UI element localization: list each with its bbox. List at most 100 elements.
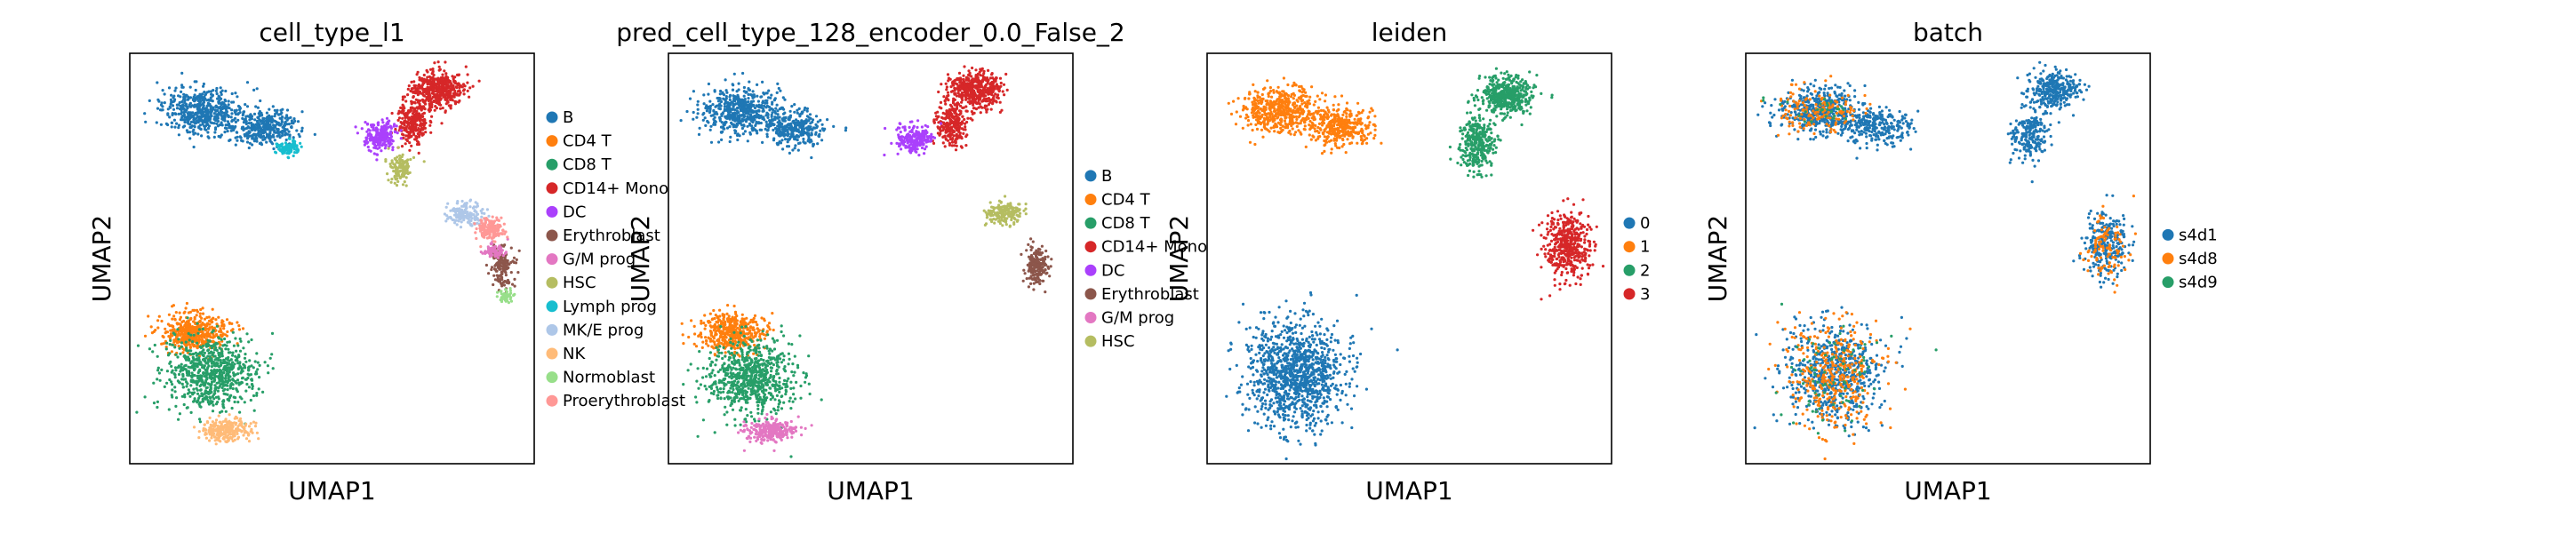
data-point xyxy=(748,88,752,91)
data-point xyxy=(182,107,186,110)
data-point xyxy=(409,131,412,134)
data-point xyxy=(742,115,746,119)
data-point xyxy=(224,111,228,115)
data-point xyxy=(811,118,815,122)
data-point xyxy=(403,169,406,173)
data-point xyxy=(166,113,170,116)
data-point xyxy=(406,110,410,114)
data-point xyxy=(381,142,385,146)
data-point xyxy=(428,97,432,100)
data-point xyxy=(174,337,178,340)
data-point xyxy=(376,143,380,147)
data-point xyxy=(380,131,384,135)
data-point xyxy=(216,124,220,128)
data-point xyxy=(403,120,406,123)
data-point xyxy=(226,330,229,334)
data-point xyxy=(401,169,404,172)
data-point xyxy=(724,89,728,92)
data-point xyxy=(161,89,164,92)
data-point xyxy=(729,135,732,139)
legend-label: CD4 T xyxy=(563,132,612,151)
data-point xyxy=(175,107,180,110)
data-point xyxy=(728,139,732,144)
data-point xyxy=(247,130,251,133)
data-point xyxy=(226,362,229,365)
data-point xyxy=(221,370,225,374)
data-point xyxy=(220,426,223,429)
series-11 xyxy=(495,287,516,305)
data-point xyxy=(424,80,428,84)
data-point xyxy=(287,156,291,160)
data-point xyxy=(512,256,516,259)
data-point xyxy=(268,131,272,135)
data-point xyxy=(412,84,416,87)
data-point xyxy=(468,95,471,99)
data-point xyxy=(243,401,246,404)
data-point xyxy=(212,397,216,401)
data-point xyxy=(148,99,151,102)
data-point xyxy=(462,88,467,91)
data-point xyxy=(200,352,204,355)
data-point xyxy=(435,83,438,86)
data-point xyxy=(248,359,252,362)
data-point xyxy=(415,73,419,76)
legend-marker xyxy=(546,158,558,171)
data-point xyxy=(189,111,193,115)
data-point xyxy=(709,140,714,144)
data-point xyxy=(292,154,295,158)
data-point xyxy=(408,148,412,152)
data-point xyxy=(696,112,700,115)
data-point xyxy=(792,119,796,123)
data-point xyxy=(250,427,253,431)
data-point xyxy=(202,366,205,370)
data-point xyxy=(232,100,236,104)
data-point xyxy=(391,166,395,170)
data-point xyxy=(221,332,225,336)
data-point xyxy=(229,329,234,332)
legend-marker xyxy=(546,135,558,147)
data-point xyxy=(202,107,205,110)
data-point xyxy=(421,80,425,84)
data-point xyxy=(422,123,426,127)
data-point xyxy=(461,216,465,219)
data-point xyxy=(191,130,195,133)
data-point xyxy=(234,415,237,418)
data-point xyxy=(778,123,781,127)
data-point xyxy=(747,116,750,120)
data-point xyxy=(199,346,203,349)
data-point xyxy=(500,216,503,219)
data-point xyxy=(251,135,254,139)
data-point xyxy=(193,317,196,321)
data-point xyxy=(220,335,224,338)
data-point xyxy=(226,434,230,437)
data-point xyxy=(208,383,212,386)
data-point xyxy=(455,223,459,227)
data-point xyxy=(782,132,786,136)
data-point xyxy=(281,142,284,146)
data-point xyxy=(201,397,204,402)
data-point xyxy=(516,271,520,274)
data-point xyxy=(496,276,500,280)
data-point xyxy=(169,102,172,106)
data-point xyxy=(506,235,509,239)
data-point xyxy=(367,128,371,131)
data-point xyxy=(783,111,787,115)
data-point xyxy=(468,205,472,209)
data-point xyxy=(719,89,723,93)
data-point xyxy=(288,137,292,140)
data-point xyxy=(497,226,501,229)
data-point xyxy=(237,328,242,331)
data-point xyxy=(218,430,221,434)
data-point xyxy=(234,91,237,95)
data-point xyxy=(295,145,299,149)
data-point xyxy=(272,129,276,132)
data-point xyxy=(181,326,185,330)
data-point xyxy=(408,125,412,130)
data-point xyxy=(479,245,483,249)
data-point xyxy=(207,359,211,362)
data-point xyxy=(211,420,214,424)
series-0 xyxy=(679,71,848,160)
data-point xyxy=(251,385,254,388)
legend-item: G/M prog xyxy=(546,251,636,269)
data-point xyxy=(196,352,200,356)
